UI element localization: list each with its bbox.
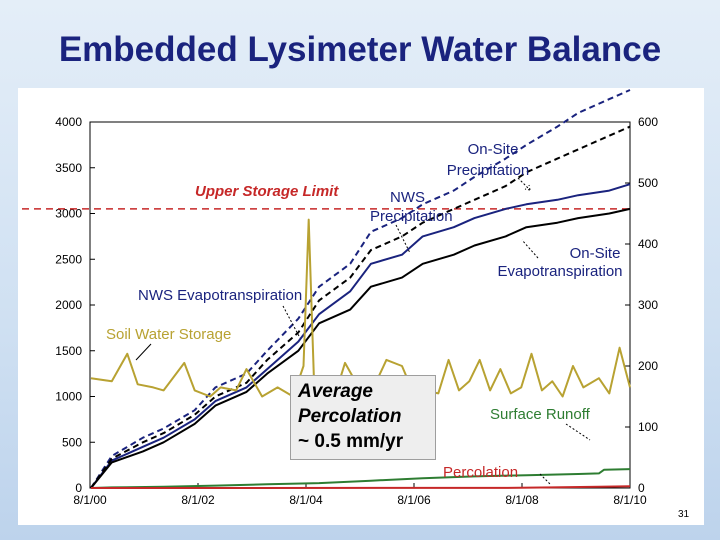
annotation-upper-storage-limit: Upper Storage Limit [195, 183, 339, 200]
percolation-box-line3: ~ 0.5 mm/yr [298, 431, 404, 452]
annotation-leader [565, 423, 591, 441]
series-nws-precipitation [90, 183, 631, 489]
left-tick-label: 3500 [55, 161, 82, 175]
percolation-box-line2: Percolation [298, 406, 402, 427]
annotation-nws-et: NWS Evapotranspiration [138, 287, 302, 304]
annotation-onsite-precip: Precipitation [447, 162, 530, 179]
right-tick-label: 600 [638, 115, 658, 129]
x-tick-label: 8/1/06 [397, 493, 431, 507]
x-tick-label: 8/1/02 [181, 493, 215, 507]
series-on-site-evapotranspiration [90, 207, 631, 489]
annotation-surface-runoff: Surface Runoff [490, 406, 591, 423]
annotation-leader [521, 239, 539, 259]
chart-panel: 0 500 1000 1500 2000 2500 3000 3500 4000 0 100 200… [18, 88, 704, 525]
right-tick-label: 500 [638, 176, 658, 190]
page-number: 31 [678, 509, 690, 520]
x-tick-label: 8/1/08 [505, 493, 539, 507]
slide-title: Embedded Lysimeter Water Balance [58, 30, 662, 69]
right-tick-label: 200 [638, 359, 658, 373]
x-tick-label: 8/1/04 [289, 493, 323, 507]
annotation-nws-precip: NWS [390, 189, 425, 206]
right-tick-label: 400 [638, 237, 658, 251]
annotation-nws-precip: Precipitation [370, 208, 453, 225]
left-tick-label: 1500 [55, 344, 82, 358]
chart-svg: 0 500 1000 1500 2000 2500 3000 3500 4000 0 100 200… [22, 89, 658, 507]
right-axis-ticks: 0 100 200 300 400 500 600 [625, 115, 658, 495]
left-tick-label: 4000 [55, 115, 82, 129]
series-on-site-precipitation [90, 89, 631, 489]
annotation-percolation: Percolation [443, 464, 518, 481]
annotation-onsite-et: Evapotranspiration [497, 263, 622, 280]
annotation-leader [395, 224, 411, 254]
left-tick-label: 1000 [55, 390, 82, 404]
right-tick-label: 300 [638, 298, 658, 312]
left-tick-label: 500 [62, 435, 82, 449]
left-tick-label: 0 [75, 481, 82, 495]
percolation-box-line1: Average [298, 381, 373, 402]
x-tick-label: 8/1/10 [613, 493, 647, 507]
left-tick-label: 2000 [55, 298, 82, 312]
annotation-onsite-precip: On-Site [468, 141, 519, 158]
annotation-soil-storage: Soil Water Storage [106, 326, 231, 343]
average-percolation-box: Average Percolation ~ 0.5 mm/yr [290, 375, 436, 460]
annotation-onsite-et: On-Site [570, 245, 621, 262]
right-tick-label: 100 [638, 420, 658, 434]
left-axis-ticks: 0 500 1000 1500 2000 2500 3000 3500 4000 [55, 115, 95, 495]
right-tick-label: 0 [638, 481, 645, 495]
x-axis-ticks: 8/1/00 8/1/02 8/1/04 8/1/06 8/1/08 8/1/10 [73, 483, 647, 507]
left-tick-label: 2500 [55, 252, 82, 266]
x-tick-label: 8/1/00 [73, 493, 107, 507]
annotation-leader [135, 343, 152, 361]
annotation-leader [517, 177, 531, 191]
series-nws-evapotranspiration [90, 125, 631, 489]
series-surface-runoff [90, 468, 631, 489]
series-percolation [90, 485, 631, 489]
left-tick-label: 3000 [55, 207, 82, 221]
